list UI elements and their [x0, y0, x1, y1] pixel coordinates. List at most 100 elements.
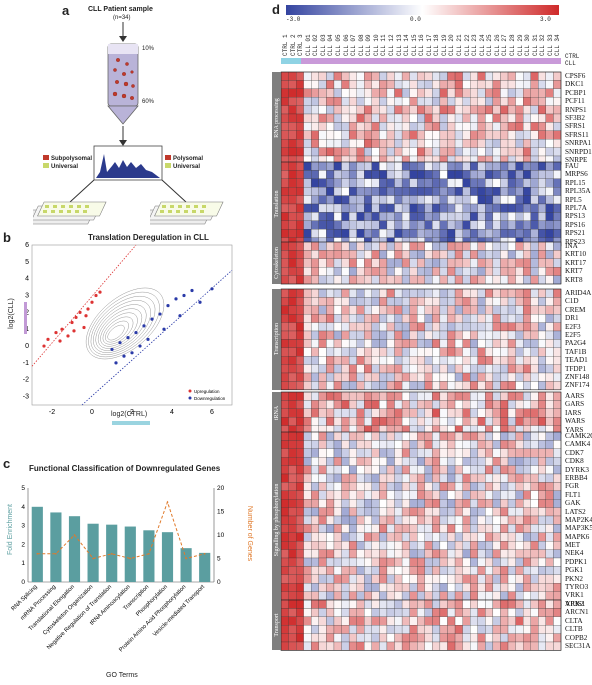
heatmap-cell: [356, 195, 365, 205]
heatmap-cell: [545, 574, 554, 584]
heatmap-cell: [341, 381, 350, 390]
heatmap-cell: [296, 381, 304, 390]
heatmap-cell: [523, 220, 531, 230]
heatmap-cell: [364, 490, 372, 500]
heatmap-cell: [417, 339, 425, 348]
heatmap-cell: [318, 608, 327, 617]
heatmap-cell: [507, 187, 516, 196]
heatmap-cell: [356, 347, 365, 357]
heatmap-cell: [280, 297, 289, 306]
heatmap-cell: [530, 524, 539, 533]
heatmap-cell: [356, 147, 365, 157]
heatmap-cell: [424, 122, 433, 131]
heatmap-cell: [515, 105, 524, 115]
heatmap-cell: [341, 161, 350, 171]
heatmap-cell: [523, 499, 531, 508]
heatmap-cell: [538, 616, 546, 626]
heatmap-cell: [280, 170, 289, 179]
heatmap-cell: [280, 608, 289, 617]
heatmap-cell: [394, 591, 403, 601]
heatmap-cell: [538, 122, 546, 131]
heatmap-cell: [432, 408, 441, 418]
heatmap-cell: [500, 314, 509, 323]
heatmap-cell: [280, 625, 289, 634]
heatmap-cell: [401, 465, 410, 475]
heatmap-cell: [507, 220, 516, 230]
heatmap-cell: [500, 356, 509, 365]
heatmap-cell: [311, 275, 319, 285]
heatmap-cell: [288, 347, 297, 357]
heatmap-cell: [333, 229, 342, 238]
heatmap-cell: [530, 599, 539, 609]
heatmap-cell: [462, 391, 471, 401]
heatmap-cell: [553, 431, 562, 441]
heatmap-cell: [296, 633, 304, 643]
heatmap-cell: [409, 515, 418, 525]
heatmap-cell: [500, 490, 509, 500]
y2-tick-label: 5: [217, 556, 221, 563]
heatmap-cell: [296, 482, 304, 491]
heatmap-cell: [447, 440, 456, 449]
heatmap-cell: [530, 372, 539, 382]
heatmap-cell: [545, 372, 554, 382]
heatmap-cell: [523, 448, 531, 458]
heatmap-cell: [500, 557, 509, 567]
heatmap-cell: [432, 80, 441, 89]
heatmap-cell: [288, 440, 297, 449]
microarray-slides-right: [150, 201, 224, 225]
heatmap-cell: [500, 250, 509, 259]
heatmap-cell: [538, 608, 546, 617]
heatmap-cell: [507, 288, 516, 298]
heatmap-cell: [500, 347, 509, 357]
heatmap-cell: [356, 258, 365, 268]
heatmap-cell: [409, 391, 418, 401]
heatmap-cell: [492, 364, 501, 374]
heatmap-cell: [523, 147, 531, 157]
heatmap-cell: [386, 372, 395, 382]
heatmap-cell: [545, 339, 554, 348]
heatmap-cell: [371, 608, 380, 617]
heatmap-cell: [485, 161, 494, 171]
heatmap-cell: [364, 122, 372, 131]
heatmap-cell: [447, 574, 456, 584]
heatmap-cell: [447, 566, 456, 575]
heatmap-cell: [462, 88, 471, 98]
y-tick-label: 2: [21, 541, 25, 548]
heatmap-cell: [379, 482, 388, 491]
heatmap-cell: [530, 267, 539, 276]
heatmap-cell: [507, 515, 516, 525]
heatmap-cell: [432, 400, 441, 409]
heatmap-cell: [326, 314, 335, 323]
up-point-12: [82, 325, 86, 330]
heatmap-cell: [424, 490, 433, 500]
heatmap-cell: [507, 275, 516, 285]
heatmap-cell: [333, 465, 342, 475]
heatmap-cell: [280, 616, 289, 626]
heatmap-cell: [439, 229, 448, 238]
heatmap-cell: [492, 203, 501, 213]
heatmap-cell: [462, 288, 471, 298]
heatmap-cell: [318, 499, 327, 508]
y2-tick-label: 0: [217, 579, 221, 586]
down-point-1: [118, 341, 122, 345]
heatmap-cell: [348, 122, 357, 131]
heatmap-cell: [470, 532, 478, 542]
heatmap-cell: [545, 431, 554, 441]
heatmap-cell: [303, 267, 312, 276]
heatmap-cell: [523, 515, 531, 525]
heatmap-cell: [296, 448, 304, 458]
heatmap-cell: [364, 97, 372, 106]
heatmap-cell: [432, 599, 441, 609]
heatmap-cell: [515, 524, 524, 533]
heatmap-cell: [401, 122, 410, 131]
heatmap-cell: [303, 583, 312, 592]
heatmap-cell: [439, 482, 448, 491]
heatmap-cell: [379, 364, 388, 374]
heatmap-cell: [371, 599, 380, 609]
heatmap-cell: [394, 229, 403, 238]
heatmap-cell: [280, 532, 289, 542]
heatmap-cell: [394, 339, 403, 348]
heatmap-cell: [553, 147, 562, 157]
heatmap-cell: [364, 391, 372, 401]
heatmap-cell: [485, 524, 494, 533]
